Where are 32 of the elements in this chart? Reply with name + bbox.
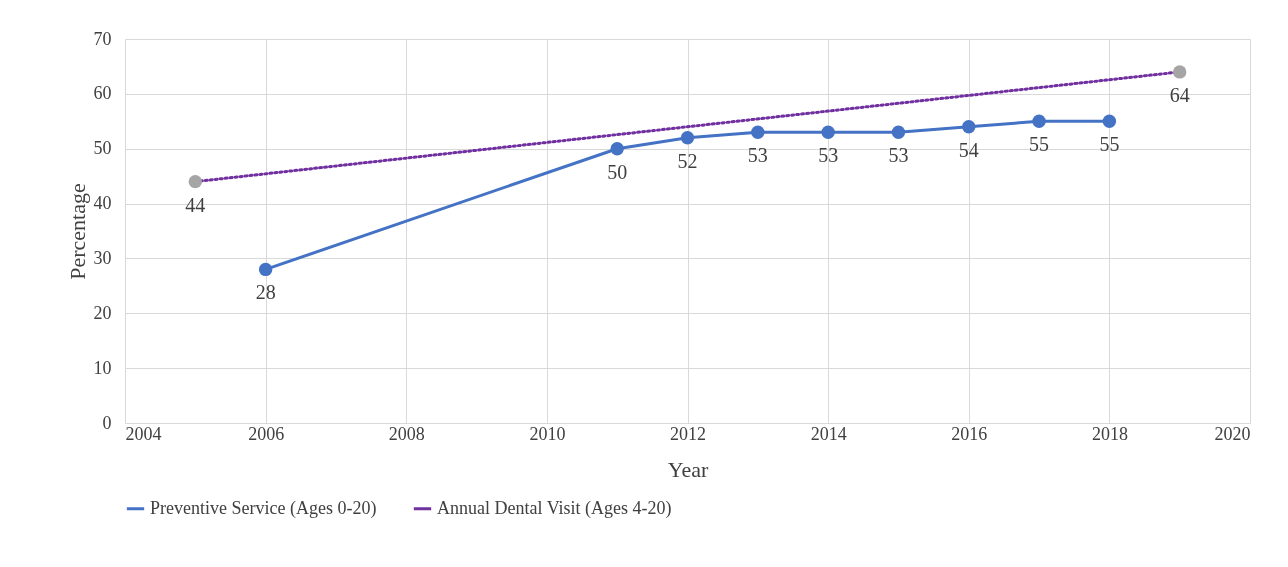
data-label: 55: [1029, 133, 1050, 156]
y-tick-label: 50: [93, 138, 112, 159]
x-axis-title: Year: [667, 456, 709, 482]
x-tick-label: 2006: [248, 423, 285, 444]
y-tick-label: 60: [93, 83, 112, 104]
data-label: 64: [1169, 83, 1190, 106]
legend-label: Annual Dental Visit (Ages 4-20): [437, 497, 672, 519]
legend-label: Preventive Service (Ages 0-20): [150, 497, 377, 519]
data-label: 53: [888, 144, 909, 167]
x-tick-label: 2016: [951, 423, 988, 444]
y-tick-label: 70: [93, 28, 112, 49]
x-tick-label: 2010: [529, 423, 566, 444]
x-tick-label: 2012: [670, 423, 706, 444]
y-tick-label: 20: [93, 302, 112, 323]
y-axis-title: Percentage: [64, 183, 90, 280]
data-label: 50: [607, 160, 628, 183]
data-label: 53: [747, 144, 768, 167]
x-tick-label: 2004: [125, 423, 162, 444]
data-label: 55: [1099, 133, 1120, 156]
x-tick-label: 2020: [1214, 423, 1251, 444]
y-tick-label: 10: [93, 357, 112, 378]
x-tick-label: 2008: [388, 423, 425, 444]
data-label: 52: [677, 149, 698, 172]
data-label: 44: [185, 193, 206, 216]
x-tick-label: 2018: [1091, 423, 1128, 444]
data-label: 28: [255, 281, 276, 304]
x-tick-label: 2014: [810, 423, 847, 444]
y-tick-label: 30: [93, 247, 112, 268]
y-tick-label: 0: [102, 412, 112, 433]
data-label: 54: [958, 138, 979, 161]
y-tick-label: 40: [93, 193, 112, 214]
data-label: 53: [818, 144, 839, 167]
